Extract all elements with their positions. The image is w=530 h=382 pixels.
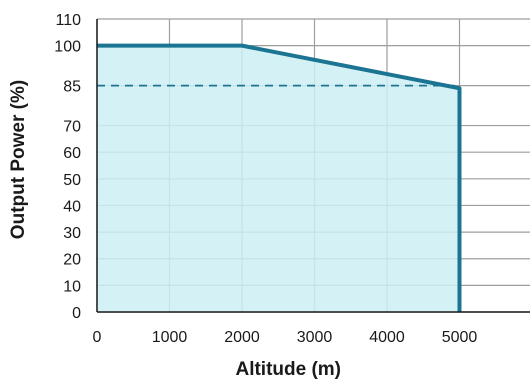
y-tick-label: 60 [63,145,81,162]
x-tick-label: 2000 [224,329,260,346]
area-fill [97,45,460,313]
x-tick-label: 4000 [369,329,405,346]
series-line [97,43,462,312]
x-tick-label: 5000 [442,329,478,346]
x-tick-label: 1000 [152,329,188,346]
y-tick-label: 30 [63,225,81,242]
y-tick-labels: 0 10 20 30 40 50 60 70 85 100 110 [54,12,81,322]
y-tick-label: 40 [63,198,81,215]
y-tick-label: 85 [63,79,81,96]
x-tick-label: 3000 [297,329,333,346]
x-tick-labels: 0 1000 2000 3000 4000 5000 [93,329,478,346]
y-tick-label: 0 [72,305,81,322]
axes [96,19,530,313]
y-tick-label: 50 [63,172,81,189]
y-tick-label: 70 [63,119,81,136]
y-tick-label: 20 [63,252,81,269]
y-tick-label: 10 [63,278,81,295]
x-tick-label: 0 [93,329,102,346]
x-axis-label: Altitude (m) [235,359,341,380]
y-tick-label: 100 [54,39,81,56]
y-axis-label: Output Power (%) [8,80,29,239]
y-tick-label: 110 [55,12,81,29]
